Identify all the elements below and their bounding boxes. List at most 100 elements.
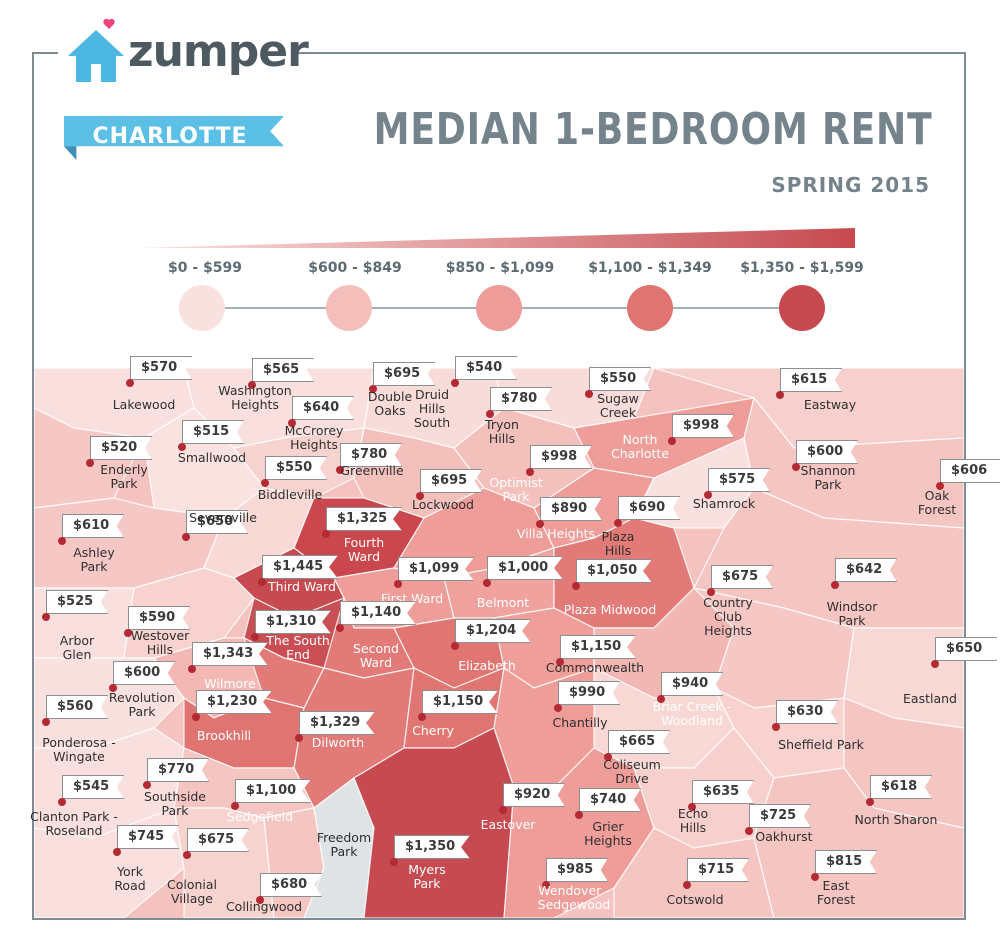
rent-price-flag: $665 xyxy=(608,730,671,754)
location-pin-icon xyxy=(451,379,459,387)
location-pin-icon xyxy=(575,811,583,819)
neighborhood-name: Druid Hills South xyxy=(413,387,451,430)
rent-price-flag: $890 xyxy=(540,497,603,521)
neighborhood-name: Sheffield Park xyxy=(778,737,864,752)
location-pin-icon xyxy=(936,482,944,490)
neighborhood-name: Wilmore xyxy=(204,676,256,691)
neighborhood-name: Arbor Glen xyxy=(59,633,95,662)
rent-price-flag: $920 xyxy=(503,783,566,807)
location-pin-icon xyxy=(86,459,94,467)
location-pin-icon xyxy=(248,381,256,389)
neighborhood-name: Third Ward xyxy=(268,579,336,594)
location-pin-icon xyxy=(390,858,398,866)
neighborhood-name: Optimist Park xyxy=(489,475,543,504)
rent-price-flag: $570 xyxy=(130,356,193,380)
location-pin-icon xyxy=(604,753,612,761)
rent-price-flag: $590 xyxy=(128,606,191,630)
neighborhood-name: Oakhurst xyxy=(755,829,813,844)
location-pin-icon xyxy=(113,848,121,856)
rent-price-flag: $1,099 xyxy=(398,557,475,581)
rent-price-flag: $575 xyxy=(708,468,771,492)
neighborhood-name: Sedgefield xyxy=(226,809,294,824)
legend-swatch xyxy=(476,285,522,331)
page-subtitle: SPRING 2015 xyxy=(771,173,930,197)
neighborhood-name: Villa Heights xyxy=(516,526,596,541)
neighborhood-name: Oak Forest xyxy=(917,488,957,517)
location-pin-icon xyxy=(657,695,665,703)
location-pin-icon xyxy=(182,533,190,541)
neighborhood-name: Ponderosa - Wingate xyxy=(42,735,116,764)
location-pin-icon xyxy=(831,581,839,589)
neighborhood-name: Cherry xyxy=(412,723,454,738)
location-pin-icon xyxy=(251,633,259,641)
location-pin-icon xyxy=(143,781,151,789)
rent-price-flag: $600 xyxy=(796,440,859,464)
rent-price-flag: $615 xyxy=(780,368,843,392)
neighborhood-name: Wendover - Sedgewood xyxy=(537,883,611,912)
rent-price-flag: $1,140 xyxy=(340,601,417,625)
location-pin-icon xyxy=(554,704,562,712)
legend-swatch xyxy=(627,285,673,331)
rent-price-flag: $610 xyxy=(62,514,125,538)
neighborhood-name: Country Club Heights xyxy=(703,595,753,638)
heart-icon xyxy=(103,18,115,29)
location-pin-icon xyxy=(192,713,200,721)
rent-price-flag: $815 xyxy=(815,850,878,874)
legend-swatch xyxy=(179,285,225,331)
legend-label: $850 - $1,099 xyxy=(445,260,555,276)
neighborhood-name: Double Oaks xyxy=(367,389,413,418)
rent-price-flag: $550 xyxy=(589,367,652,391)
neighborhood-name: Dilworth xyxy=(311,735,365,750)
neighborhood-name: Eastover xyxy=(480,817,536,832)
rent-price-flag: $640 xyxy=(292,396,355,420)
rent-price-flag: $550 xyxy=(265,456,328,480)
location-pin-icon xyxy=(256,896,264,904)
location-pin-icon xyxy=(258,578,266,586)
rent-price-flag: $565 xyxy=(252,358,315,382)
city-ribbon xyxy=(64,116,284,160)
location-pin-icon xyxy=(499,806,507,814)
rent-price-flag: $725 xyxy=(749,804,812,828)
location-pin-icon xyxy=(322,530,330,538)
location-pin-icon xyxy=(109,684,117,692)
location-pin-icon xyxy=(707,588,715,596)
rent-price-flag: $1,310 xyxy=(255,610,332,634)
location-pin-icon xyxy=(526,468,534,476)
rent-price-flag: $770 xyxy=(147,758,210,782)
neighborhood-name: Southside Park xyxy=(144,789,206,818)
rent-price-flag: $600 xyxy=(113,661,176,685)
neighborhood-name: York Road xyxy=(114,864,146,893)
rent-price-flag: $1,050 xyxy=(576,559,653,583)
neighborhood-name: North Charlotte xyxy=(610,432,670,461)
city-label: CHARLOTTE xyxy=(92,124,248,149)
neighborhood-name: Belmont xyxy=(476,595,530,610)
neighborhood-name: Second Ward xyxy=(352,641,400,670)
neighborhood-name: Brookhill xyxy=(196,728,252,743)
location-pin-icon xyxy=(178,443,186,451)
neighborhood-name: Fourth Ward xyxy=(343,535,385,564)
neighborhood-name: Plaza Midwood xyxy=(563,602,657,617)
neighborhood-name: Grier Heights xyxy=(584,819,632,848)
rent-price-flag: $520 xyxy=(90,436,153,460)
neighborhood-name: Biddleville xyxy=(257,487,323,502)
neighborhood-name: Echo Hills xyxy=(677,806,709,835)
neighborhood-name: Washington Heights xyxy=(218,383,292,412)
location-pin-icon xyxy=(369,385,377,393)
rent-price-flag: $1,230 xyxy=(196,690,273,714)
rent-price-flag: $680 xyxy=(260,873,323,897)
brand-logo[interactable]: zumper xyxy=(58,18,309,90)
rent-price-flag: $1,000 xyxy=(487,556,564,580)
rent-price-flag: $780 xyxy=(340,443,403,467)
neighborhood-name: Smallwood xyxy=(177,450,247,465)
neighborhood-name: Ashley Park xyxy=(73,545,115,574)
neighborhood-name: Shamrock xyxy=(692,496,756,511)
rent-price-flag: $745 xyxy=(117,825,180,849)
legend-label: $0 - $599 xyxy=(167,260,242,276)
location-pin-icon xyxy=(688,803,696,811)
rent-price-flag: $1,325 xyxy=(326,507,403,531)
rent-price-flag: $560 xyxy=(46,695,109,719)
neighborhood-name: East Forest xyxy=(816,878,856,907)
location-pin-icon xyxy=(42,718,50,726)
rent-price-flag: $545 xyxy=(62,775,125,799)
location-pin-icon xyxy=(683,881,691,889)
